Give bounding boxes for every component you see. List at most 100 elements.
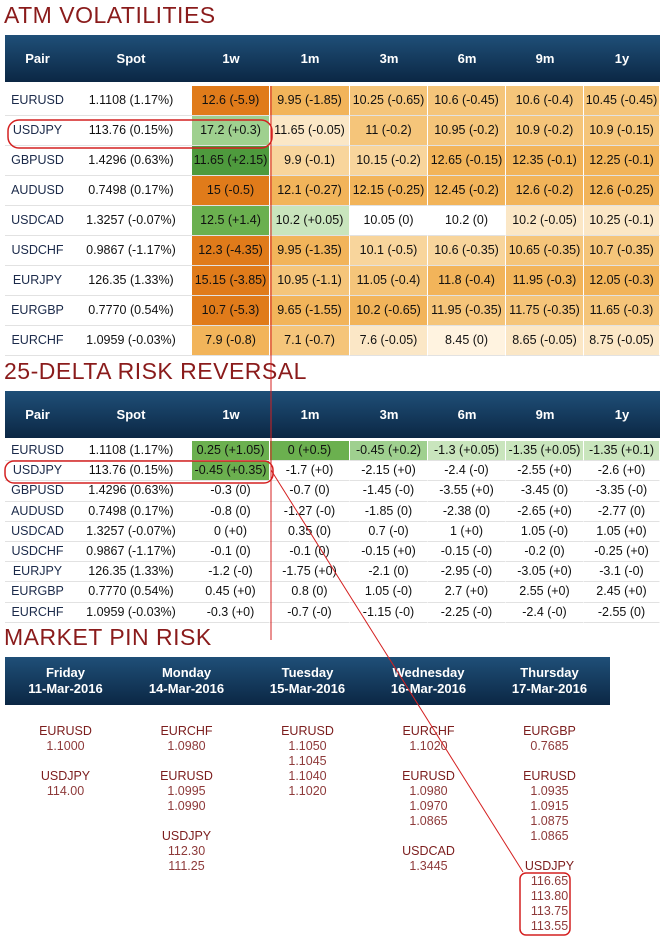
column-header: Pair	[25, 51, 50, 66]
value-cell: 11.65 (+2.15)	[192, 146, 270, 176]
value-cell: 7.9 (-0.8)	[192, 326, 270, 356]
value-cell: 1.05 (-0)	[350, 582, 428, 603]
value-cell: -1.35 (+0.05)	[506, 441, 584, 462]
value-cell: 7.6 (-0.05)	[350, 326, 428, 356]
value-cell: 0 (+0)	[192, 521, 270, 542]
pin-pair: USDJPY	[40, 769, 91, 783]
date-header: 15-Mar-2016	[269, 680, 346, 696]
value-cell: 12.6 (-0.2)	[506, 176, 584, 206]
value-cell: -2.55 (+0)	[506, 461, 584, 482]
value-cell: 0.8 (0)	[270, 582, 350, 603]
value-cell: 12.65 (-0.15)	[428, 146, 506, 176]
pin-level: 1.1000	[46, 739, 85, 753]
value-cell: 17.2 (+0.3)	[192, 116, 270, 146]
pair-cell: GBPUSD	[5, 481, 70, 502]
day-header: Tuesday	[281, 664, 334, 680]
value-cell: 11.75 (-0.35)	[506, 296, 584, 326]
value-cell: 1.4296 (0.63%)	[70, 146, 192, 176]
pair-cell: EURJPY	[5, 562, 70, 583]
pin-pair: EURUSD	[160, 769, 213, 783]
value-cell: 1.05 (+0)	[584, 521, 660, 542]
value-cell: 0.35 (0)	[270, 521, 350, 542]
value-cell: 10.95 (-1.1)	[270, 266, 350, 296]
pair-cell: USDCAD	[5, 206, 70, 236]
pair-cell: EURUSD	[5, 86, 70, 116]
value-cell: -0.1 (0)	[192, 542, 270, 563]
value-cell: 8.75 (-0.05)	[584, 326, 660, 356]
value-cell: 9.95 (-1.35)	[270, 236, 350, 266]
value-cell: -0.15 (-0)	[428, 542, 506, 563]
value-cell: 1.1108 (1.17%)	[70, 441, 192, 462]
pin-level: 1.1020	[288, 784, 327, 798]
section-title: ATM VOLATILITIES	[4, 2, 216, 28]
pair-cell: USDCHF	[5, 236, 70, 266]
value-cell: 9.95 (-1.85)	[270, 86, 350, 116]
pin-pair: EURCHF	[160, 724, 213, 738]
pin-pair: USDJPY	[524, 859, 575, 873]
value-cell: 1 (+0)	[428, 521, 506, 542]
value-cell: 2.55 (+0)	[506, 582, 584, 603]
value-cell: 1.3257 (-0.07%)	[70, 521, 192, 542]
day-header: Wednesday	[392, 664, 465, 680]
pin-level: 1.1020	[409, 739, 448, 753]
pin-level: 112.30	[167, 844, 206, 858]
table-header	[5, 391, 660, 438]
day-header: Monday	[161, 664, 212, 680]
value-cell: 9.9 (-0.1)	[270, 146, 350, 176]
column-header: 1w	[222, 51, 240, 66]
value-cell: 7.1 (-0.7)	[270, 326, 350, 356]
value-cell: -2.38 (0)	[428, 501, 506, 522]
value-cell: 12.35 (-0.1)	[506, 146, 584, 176]
value-cell: 113.76 (0.15%)	[70, 116, 192, 146]
value-cell: 8.45 (0)	[428, 326, 506, 356]
value-cell: -1.15 (-0)	[350, 602, 428, 623]
column-header: 3m	[379, 51, 399, 66]
column-header: 6m	[457, 407, 477, 422]
value-cell: 10.7 (-5.3)	[192, 296, 270, 326]
value-cell: 12.1 (-0.27)	[270, 176, 350, 206]
value-cell: -2.15 (+0)	[350, 461, 428, 482]
value-cell: -0.8 (0)	[192, 501, 270, 522]
value-cell: 10.6 (-0.4)	[506, 86, 584, 116]
day-header: Friday	[45, 664, 85, 680]
pin-pair: EURUSD	[402, 769, 455, 783]
pin-level: 1.1045	[288, 754, 327, 768]
value-cell: 10.45 (-0.45)	[584, 86, 660, 116]
value-cell: 10.95 (-0.2)	[428, 116, 506, 146]
pin-pair: EURUSD	[281, 724, 334, 738]
value-cell: 15 (-0.5)	[192, 176, 270, 206]
column-header: Spot	[116, 51, 146, 66]
pair-cell: EURCHF	[5, 602, 70, 623]
value-cell: 0.25 (+1.05)	[192, 441, 270, 462]
value-cell: 11 (-0.2)	[350, 116, 428, 146]
value-cell: -1.85 (0)	[350, 501, 428, 522]
value-cell: 1.0959 (-0.03%)	[70, 326, 192, 356]
value-cell: -0.25 (+0)	[584, 542, 660, 563]
value-cell: 0.7498 (0.17%)	[70, 176, 192, 206]
pin-level: 1.0865	[409, 814, 448, 828]
pin-level: 116.65	[530, 874, 569, 888]
value-cell: 0 (+0.5)	[270, 441, 350, 462]
value-cell: 12.5 (+1.4)	[192, 206, 270, 236]
pin-pair: EURUSD	[39, 724, 92, 738]
pin-pair: EURUSD	[523, 769, 576, 783]
date-header: 11-Mar-2016	[28, 680, 103, 696]
value-cell: 9.65 (-1.55)	[270, 296, 350, 326]
value-cell: 10.9 (-0.15)	[584, 116, 660, 146]
value-cell: 0.7770 (0.54%)	[70, 582, 192, 603]
pin-pair: USDCAD	[402, 844, 455, 858]
column-header: 3m	[379, 407, 399, 422]
value-cell: 1.0959 (-0.03%)	[70, 602, 192, 623]
date-header: 16-Mar-2016	[390, 680, 467, 696]
value-cell: -1.7 (+0)	[270, 461, 350, 482]
pin-level: 1.0995	[167, 784, 206, 798]
value-cell: 12.25 (-0.1)	[584, 146, 660, 176]
value-cell: 1.05 (-0)	[506, 521, 584, 542]
value-cell: 0.9867 (-1.17%)	[70, 236, 192, 266]
value-cell: 10.2 (+0.05)	[270, 206, 350, 236]
value-cell: 2.45 (+0)	[584, 582, 660, 603]
value-cell: 11.95 (-0.35)	[428, 296, 506, 326]
value-cell: 126.35 (1.33%)	[70, 266, 192, 296]
value-cell: -2.55 (0)	[584, 602, 660, 623]
value-cell: -2.95 (-0)	[428, 562, 506, 583]
